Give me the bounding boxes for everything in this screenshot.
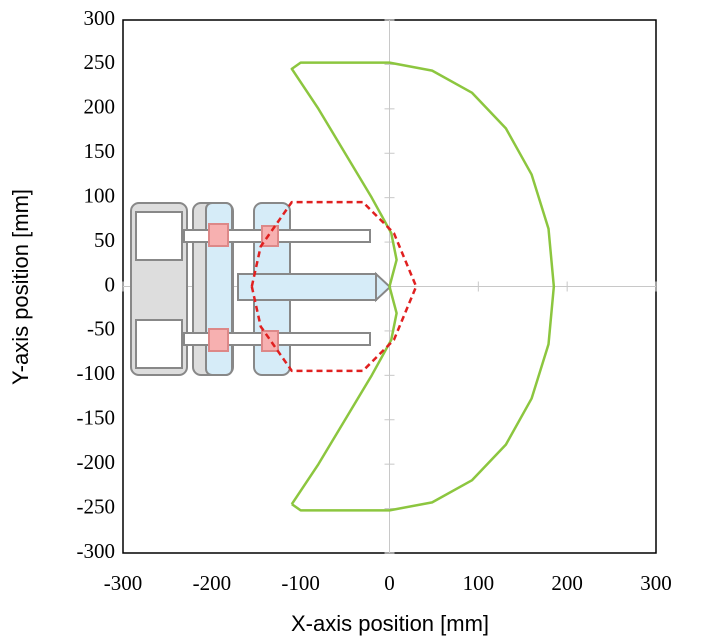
y-tick-label: 50 — [94, 228, 115, 252]
x-tick-label: 200 — [551, 571, 583, 595]
y-tick-label: -150 — [77, 406, 116, 430]
series-line — [290, 61, 556, 512]
y-tick-label: -250 — [77, 494, 116, 518]
y-tick-label: 250 — [84, 50, 116, 74]
x-axis-label: X-axis position [mm] — [291, 611, 489, 636]
x-tick-label: 0 — [384, 571, 395, 595]
vehicle-drawing — [130, 202, 392, 376]
series-layer — [250, 61, 556, 512]
y-tick-label: -200 — [77, 450, 116, 474]
x-tick-label: -100 — [281, 571, 320, 595]
x-tick-label: 100 — [463, 571, 495, 595]
x-tick-label: -200 — [193, 571, 232, 595]
y-tick-label: -50 — [87, 317, 115, 341]
y-tick-label: 0 — [105, 272, 116, 296]
y-tick-label: 100 — [84, 183, 116, 207]
y-tick-label: 300 — [84, 6, 116, 30]
y-tick-label: -100 — [77, 361, 116, 385]
y-tick-label: 150 — [84, 139, 116, 163]
y-axis-label: Y-axis position [mm] — [8, 189, 33, 385]
x-tick-label: -300 — [104, 571, 143, 595]
y-tick-label: 200 — [84, 95, 116, 119]
x-tick-label: 300 — [640, 571, 672, 595]
y-tick-label: -300 — [77, 539, 116, 563]
